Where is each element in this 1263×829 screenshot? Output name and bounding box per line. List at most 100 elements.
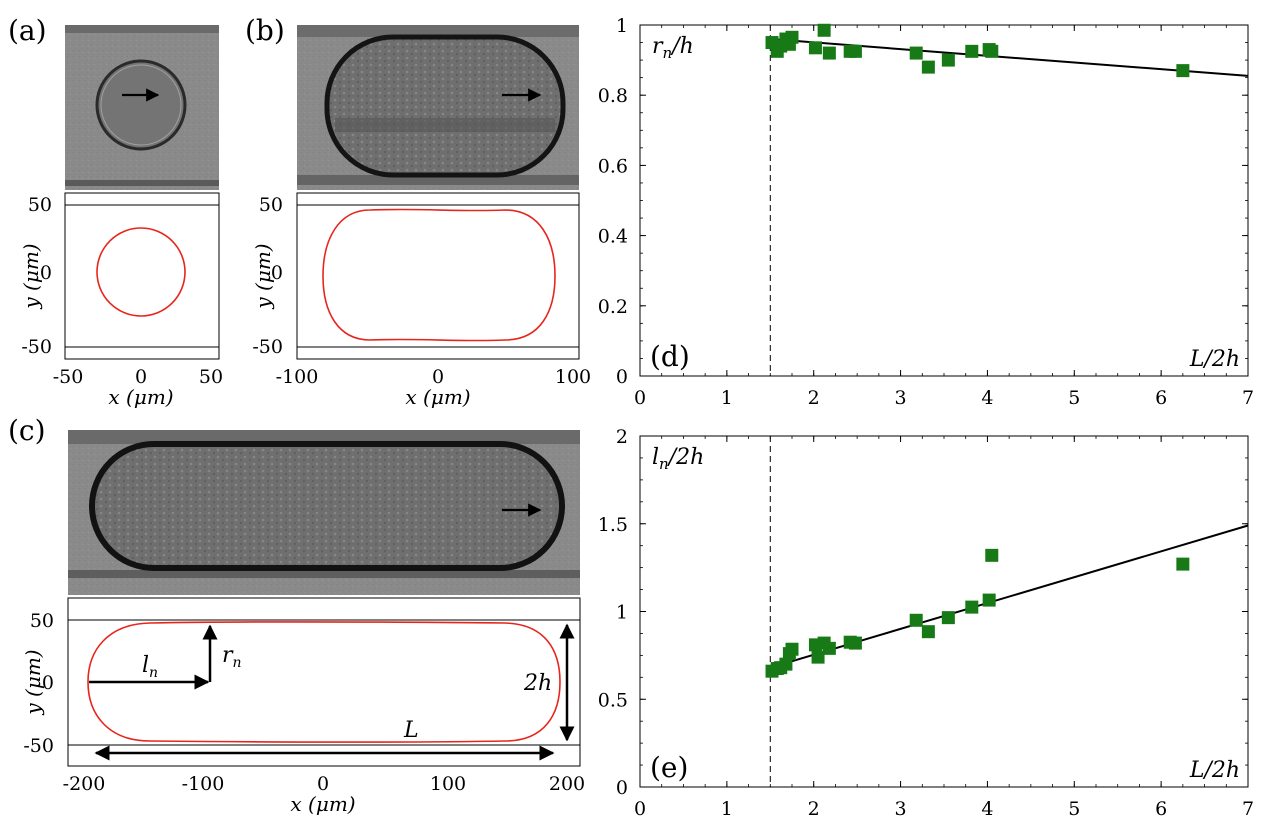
droplet-outline-c	[87, 621, 561, 743]
x-axis-label: x (μm)	[108, 385, 173, 409]
xtick: 50	[199, 366, 223, 388]
y-tick-label: 0	[616, 366, 628, 388]
data-point	[822, 46, 836, 60]
y-tick-label: 1	[616, 15, 628, 37]
data-point	[985, 44, 999, 58]
data-point	[965, 600, 979, 614]
x-tick-label: 7	[1242, 387, 1254, 409]
micrograph-c	[68, 430, 580, 595]
panel-label: (e)	[650, 751, 688, 784]
data-point	[921, 60, 935, 74]
ytick: 50	[28, 194, 52, 216]
data-point	[982, 593, 996, 607]
x-axis-label: L/2h	[1189, 758, 1240, 783]
xtick: 100	[430, 773, 466, 795]
data-point	[1176, 64, 1190, 78]
y-axis-label: y (μm)	[251, 243, 275, 309]
x-tick-label: 4	[981, 798, 993, 820]
x-tick-label: 3	[895, 798, 907, 820]
data-point	[811, 650, 825, 664]
y-tick-label: 0.8	[598, 85, 628, 107]
x-tick-label: 1	[721, 387, 733, 409]
y-axis-label: y (μm)	[21, 649, 45, 715]
y-tick-label: 0.6	[598, 155, 628, 177]
fit-line	[770, 524, 1249, 669]
y-axis-label: ln/2h	[652, 445, 704, 473]
data-point	[965, 44, 979, 58]
x-tick-label: 1	[721, 798, 733, 820]
x-tick-label: 3	[895, 387, 907, 409]
x-axis-label: L/2h	[1189, 347, 1240, 372]
shape-plot-a: 50 0 -50 -50 0 50 x (μm) y (μm)	[19, 192, 223, 409]
shape-plot-c: ln rn 2h L 50 0 -50 -200 -100 0 100 200 …	[21, 597, 585, 816]
data-point	[822, 641, 836, 655]
x-tick-label: 7	[1242, 798, 1254, 820]
y-tick-label: 0.4	[598, 226, 628, 248]
xtick: -100	[276, 366, 319, 388]
x-tick-label: 6	[1155, 387, 1167, 409]
plot-frame	[639, 24, 1249, 377]
ln-label: ln	[142, 653, 158, 681]
data-point	[985, 548, 999, 562]
xtick: 100	[555, 366, 591, 388]
ytick: 0	[42, 672, 54, 694]
droplet-outline-a	[96, 227, 186, 317]
x-tick-label: 2	[808, 798, 820, 820]
panel-label-c: (c)	[8, 414, 46, 447]
data-point	[848, 44, 862, 58]
chart-d: 0 1 2 3 4 5 6 7 0 0.2 0.4 0.6 0.8 1 rn/h L/2h (d)	[598, 15, 1254, 409]
ytick: 50	[30, 610, 54, 632]
y-tick-label: 0.5	[598, 689, 628, 711]
two-h-label: 2h	[523, 671, 552, 696]
x-axis-label: x (μm)	[290, 792, 355, 816]
data-point	[785, 642, 799, 656]
rn-label: rn	[222, 643, 242, 671]
data-point	[779, 657, 793, 671]
x-tick-label: 0	[634, 387, 646, 409]
x-tick-label: 2	[808, 387, 820, 409]
xtick: -100	[182, 773, 225, 795]
xtick: 200	[549, 773, 585, 795]
panel-label: (d)	[650, 340, 690, 373]
xtick: -200	[63, 773, 106, 795]
data-point	[1176, 557, 1190, 571]
x-tick-label: 0	[634, 798, 646, 820]
data-point	[941, 53, 955, 67]
y-tick-label: 1	[616, 602, 628, 624]
micrograph-a	[65, 25, 219, 190]
xtick: 0	[317, 773, 329, 795]
xtick: 0	[432, 366, 444, 388]
ytick: -50	[21, 336, 52, 358]
length-label: L	[403, 718, 419, 743]
ytick: 0	[40, 262, 52, 284]
y-tick-label: 0.2	[598, 296, 628, 318]
ytick: 0	[271, 262, 283, 284]
ytick: 50	[259, 194, 283, 216]
shape-plot-b: 50 0 -50 -100 0 100 x (μm) y (μm)	[251, 192, 591, 409]
chart-e: 0 1 2 3 4 5 6 7 0 0.5 1 1.5 2 ln/2h L/2h (e)	[598, 426, 1254, 820]
y-tick-label: 0	[616, 777, 628, 799]
y-tick-label: 2	[616, 426, 628, 448]
data-point	[785, 30, 799, 44]
x-tick-label: 5	[1068, 798, 1080, 820]
x-tick-label: 6	[1155, 798, 1167, 820]
y-axis-label: rn/h	[652, 34, 694, 62]
data-point	[808, 41, 822, 55]
x-tick-label: 5	[1068, 387, 1080, 409]
y-axis-label: y (μm)	[19, 243, 43, 309]
droplet-outline-b	[322, 208, 556, 342]
data-point	[848, 636, 862, 650]
data-point	[921, 625, 935, 639]
xtick: 0	[135, 366, 147, 388]
x-axis-label: x (μm)	[405, 385, 470, 409]
y-tick-label: 1.5	[598, 514, 628, 536]
data-point	[941, 611, 955, 625]
data-point	[817, 23, 831, 37]
xtick: -50	[53, 366, 84, 388]
data-point	[909, 46, 923, 60]
fit-line	[770, 38, 1249, 77]
panel-label-b: (b)	[245, 14, 285, 47]
micrograph-b	[297, 25, 579, 190]
data-point	[909, 613, 923, 627]
